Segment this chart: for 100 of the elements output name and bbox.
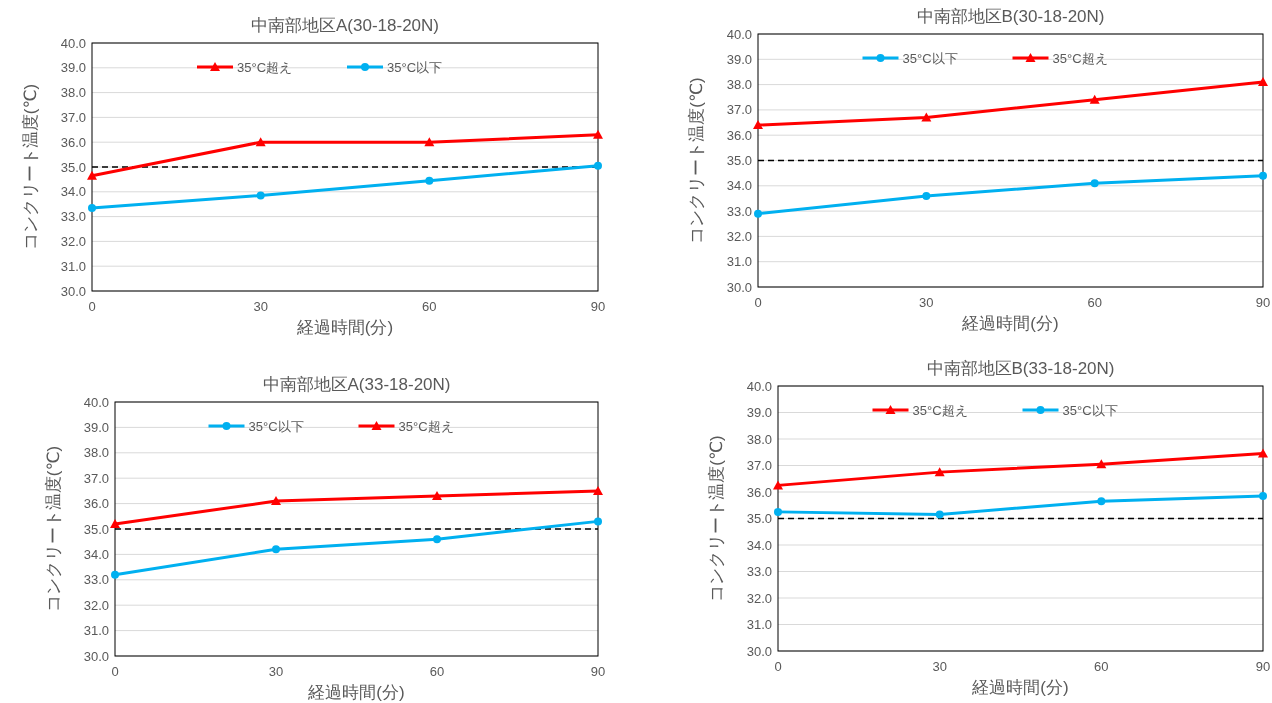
y-tick-label: 30.0 [60,283,86,299]
x-tick-label: 0 [754,295,762,310]
y-tick-label: 30.0 [726,279,752,295]
y-tick-label: 32.0 [83,597,109,613]
y-tick-label: 36.0 [726,127,752,143]
y-tick-label: 40.0 [83,394,109,410]
y-tick-label: 40.0 [726,26,752,42]
chart-title: 中南部地区A(33-18-20N) [262,375,451,394]
y-tick-label: 37.0 [746,458,772,473]
point [1258,77,1268,87]
y-tick-label: 36.0 [83,496,109,512]
y-tick-label: 32.0 [726,228,752,244]
x-tick-label: 30 [268,664,284,679]
y-tick-label: 34.0 [726,178,752,194]
point [255,137,266,147]
legend-label: 35°C以下 [248,419,304,434]
point [754,209,762,218]
y-tick-label: 34.0 [746,537,772,553]
point [922,191,931,200]
point [87,170,97,180]
y-tick-label: 38.0 [746,431,772,447]
point [256,191,265,200]
x-tick-label: 60 [422,299,437,314]
point [111,570,119,579]
point [272,545,280,554]
point [593,129,603,139]
y-tick-label: 37.0 [60,109,86,125]
x-tick-label: 30 [253,299,268,314]
x-tick-label: 30 [932,659,947,674]
y-tick-label: 31.0 [746,617,772,632]
y-axis-title: コンクリート温度(℃) [707,435,726,602]
legend-label: 35°C以下 [1062,403,1118,418]
point [934,467,945,477]
x-tick-label: 60 [429,664,445,679]
y-axis-title: コンクリート温度(℃) [44,445,63,613]
y-tick-label: 36.0 [60,134,86,150]
y-tick-label: 31.0 [726,254,752,270]
x-tick-label: 90 [590,664,606,679]
point [1259,491,1267,500]
x-tick-label: 60 [1087,295,1102,310]
point [1096,459,1107,469]
y-tick-label: 37.0 [726,102,752,118]
y-tick-label: 36.0 [746,484,772,500]
y-tick-label: 37.0 [83,470,109,486]
y-tick-label: 34.0 [60,184,86,200]
x-tick-label: 0 [88,299,96,314]
y-tick-label: 40.0 [60,35,86,51]
chart-title: 中南部地区A(30-18-20N) [251,16,439,35]
x-tick-label: 30 [919,295,934,310]
legend-label: 35°C超え [398,419,454,434]
point [593,485,603,495]
y-tick-label: 32.0 [746,590,772,606]
legend-label: 35°C超え [912,403,968,418]
point [1089,94,1100,104]
y-tick-label: 38.0 [60,85,86,101]
point [425,176,434,185]
point [433,535,441,544]
y-tick-label: 33.0 [746,564,772,579]
point [935,510,944,519]
y-tick-label: 40.0 [746,378,772,394]
y-tick-label: 39.0 [60,60,86,76]
point [1258,448,1268,458]
chart-title: 中南部地区B(30-18-20N) [916,7,1105,26]
x-tick-label: 0 [111,664,119,679]
x-axis-title: 経過時間(分) [961,314,1059,333]
point [1259,171,1267,180]
y-tick-label: 39.0 [726,51,752,67]
y-tick-label: 31.0 [60,258,86,274]
x-axis-title: 経過時間(分) [307,683,405,702]
y-tick-label: 35.0 [726,153,752,168]
point [271,496,281,506]
legend-label: 35°C以下 [902,51,958,66]
x-axis-title: 経過時間(分) [971,678,1069,697]
y-tick-label: 33.0 [60,209,86,225]
point [1097,497,1106,506]
point [774,507,782,516]
x-tick-label: 90 [1255,659,1271,674]
y-tick-label: 30.0 [83,648,109,664]
legend-label: 35°C以下 [387,60,443,75]
y-tick-label: 35.0 [83,521,109,537]
x-axis-title: 経過時間(分) [295,318,394,337]
point [424,137,435,147]
x-tick-label: 0 [774,659,782,674]
y-axis-title: コンクリート温度(℃) [21,83,40,251]
y-tick-label: 34.0 [83,546,109,562]
y-tick-label: 38.0 [726,77,752,93]
y-tick-label: 33.0 [726,203,752,219]
y-tick-label: 39.0 [83,419,109,435]
legend-label: 35°C超え [1052,51,1108,66]
point [773,480,783,490]
point [594,517,602,526]
x-tick-label: 90 [590,299,606,314]
y-tick-label: 31.0 [83,623,109,639]
y-tick-label: 35.0 [746,511,772,526]
y-tick-label: 33.0 [83,572,109,588]
x-tick-label: 90 [1255,295,1271,310]
point [753,120,763,130]
point [88,203,96,212]
y-tick-label: 35.0 [60,159,86,175]
point [110,518,120,528]
